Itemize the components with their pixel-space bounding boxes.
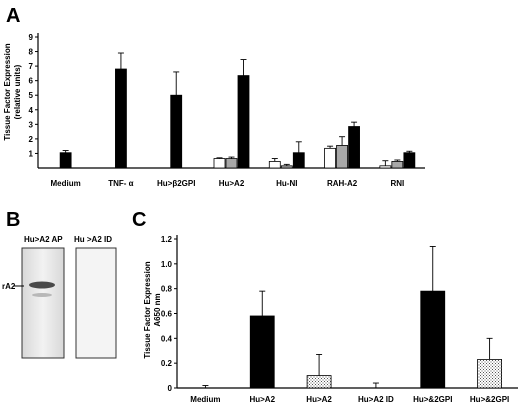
y-tick-label: 7 bbox=[29, 62, 34, 71]
chart-a-axes: 1 2 3 4 5 6 7 8 9 bbox=[29, 33, 425, 169]
chart-a-categories: Medium TNF- α Hu>β2GPI Hu>A2 Hu-NI RAH-A2 RNI bbox=[51, 179, 405, 188]
y-tick-label: 8 bbox=[29, 48, 34, 57]
bar-dotted bbox=[306, 375, 332, 389]
bar-black bbox=[420, 290, 446, 389]
bar-dotted bbox=[477, 359, 502, 389]
bar-gray bbox=[225, 158, 238, 169]
bar-gray bbox=[391, 161, 404, 169]
bar-gray bbox=[336, 145, 348, 169]
panel-c-letter: C bbox=[132, 209, 146, 231]
category-label: Hu>A2 bbox=[219, 179, 245, 188]
category-label: Hu-NI bbox=[276, 179, 297, 188]
category-label: RNI bbox=[390, 179, 404, 188]
category-label: Hu>β2GPI bbox=[157, 179, 195, 188]
y-tick-label: 0 bbox=[168, 384, 173, 393]
bar-black bbox=[59, 152, 72, 169]
y-tick-label: 1.0 bbox=[161, 260, 173, 269]
blot-band-faint bbox=[32, 293, 52, 297]
category-label: Hu>A2 ID bbox=[358, 395, 394, 404]
chart-c-ylabel-line2: A650 nm bbox=[153, 293, 162, 326]
panel-b-letter: B bbox=[6, 209, 20, 231]
y-tick-label: 0.8 bbox=[161, 285, 173, 294]
y-tick-label: 4 bbox=[29, 106, 34, 115]
bar-black bbox=[249, 315, 275, 389]
y-tick-label: 6 bbox=[29, 77, 34, 86]
y-tick-label: 3 bbox=[29, 120, 34, 129]
blot-lane-1 bbox=[21, 247, 65, 359]
category-label: Medium bbox=[51, 179, 81, 188]
bar-black bbox=[348, 126, 360, 169]
bar-white bbox=[268, 161, 281, 169]
bar-black bbox=[403, 152, 416, 169]
blot-lane-2 bbox=[75, 247, 117, 359]
category-label: Hu>&2GPI bbox=[413, 395, 452, 404]
chart-c-bars bbox=[202, 245, 502, 389]
y-tick-label: 0.6 bbox=[161, 310, 173, 319]
chart-a-ylabel-line1: Tissue Factor Expression bbox=[3, 43, 12, 140]
bar-black bbox=[170, 94, 183, 169]
y-tick-label: 1.2 bbox=[161, 235, 173, 244]
blot-band-ra2 bbox=[29, 281, 55, 289]
y-tick-label: 0.2 bbox=[161, 359, 173, 368]
blot-lane1-label: Hu>A2 AP bbox=[24, 235, 63, 244]
chart-a: Tissue Factor Expression (relative units… bbox=[3, 33, 425, 188]
chart-c-axes: 0 0.2 0.4 0.6 0.8 1.0 1.2 bbox=[161, 235, 518, 393]
category-label: Hu>A2 bbox=[249, 395, 275, 404]
category-label: Medium bbox=[190, 395, 220, 404]
y-tick-label: 9 bbox=[29, 33, 34, 42]
panel-a-letter: A bbox=[6, 5, 20, 27]
bar-black bbox=[292, 152, 305, 169]
chart-c-ylabel-line1: Tissue Factor Expression bbox=[143, 261, 152, 358]
blot-band-label: rA2 bbox=[2, 282, 16, 291]
y-tick-label: 0.4 bbox=[161, 334, 173, 343]
chart-c: Tissue Factor Expression A650 nm 0 0.2 0.4… bbox=[143, 235, 518, 404]
chart-a-ylabel-line2: (relative units) bbox=[13, 64, 22, 119]
chart-c-categories: Medium Hu>A2 Hu>A2 Hu>A2 ID Hu>&2GPI Hu>&2GPI bbox=[190, 395, 509, 404]
category-label: RAH-A2 bbox=[327, 179, 358, 188]
y-tick-label: 5 bbox=[29, 91, 34, 100]
chart-a-bars bbox=[59, 52, 416, 169]
category-label: Hu>&2GPI bbox=[470, 395, 509, 404]
bar-black bbox=[115, 68, 127, 169]
category-label: Hu>A2 bbox=[306, 395, 332, 404]
western-blot: Hu>A2 AP Hu >A2 ID rA2 bbox=[2, 235, 117, 359]
bar-white bbox=[324, 147, 336, 169]
bar-white bbox=[379, 165, 392, 169]
bar-white bbox=[213, 158, 226, 169]
bar-black bbox=[237, 75, 250, 169]
bar-gray bbox=[280, 165, 293, 169]
y-tick-label: 1 bbox=[29, 149, 34, 158]
category-label: TNF- α bbox=[108, 179, 133, 188]
blot-lane2-label: Hu >A2 ID bbox=[74, 235, 112, 244]
y-tick-label: 2 bbox=[29, 135, 34, 144]
